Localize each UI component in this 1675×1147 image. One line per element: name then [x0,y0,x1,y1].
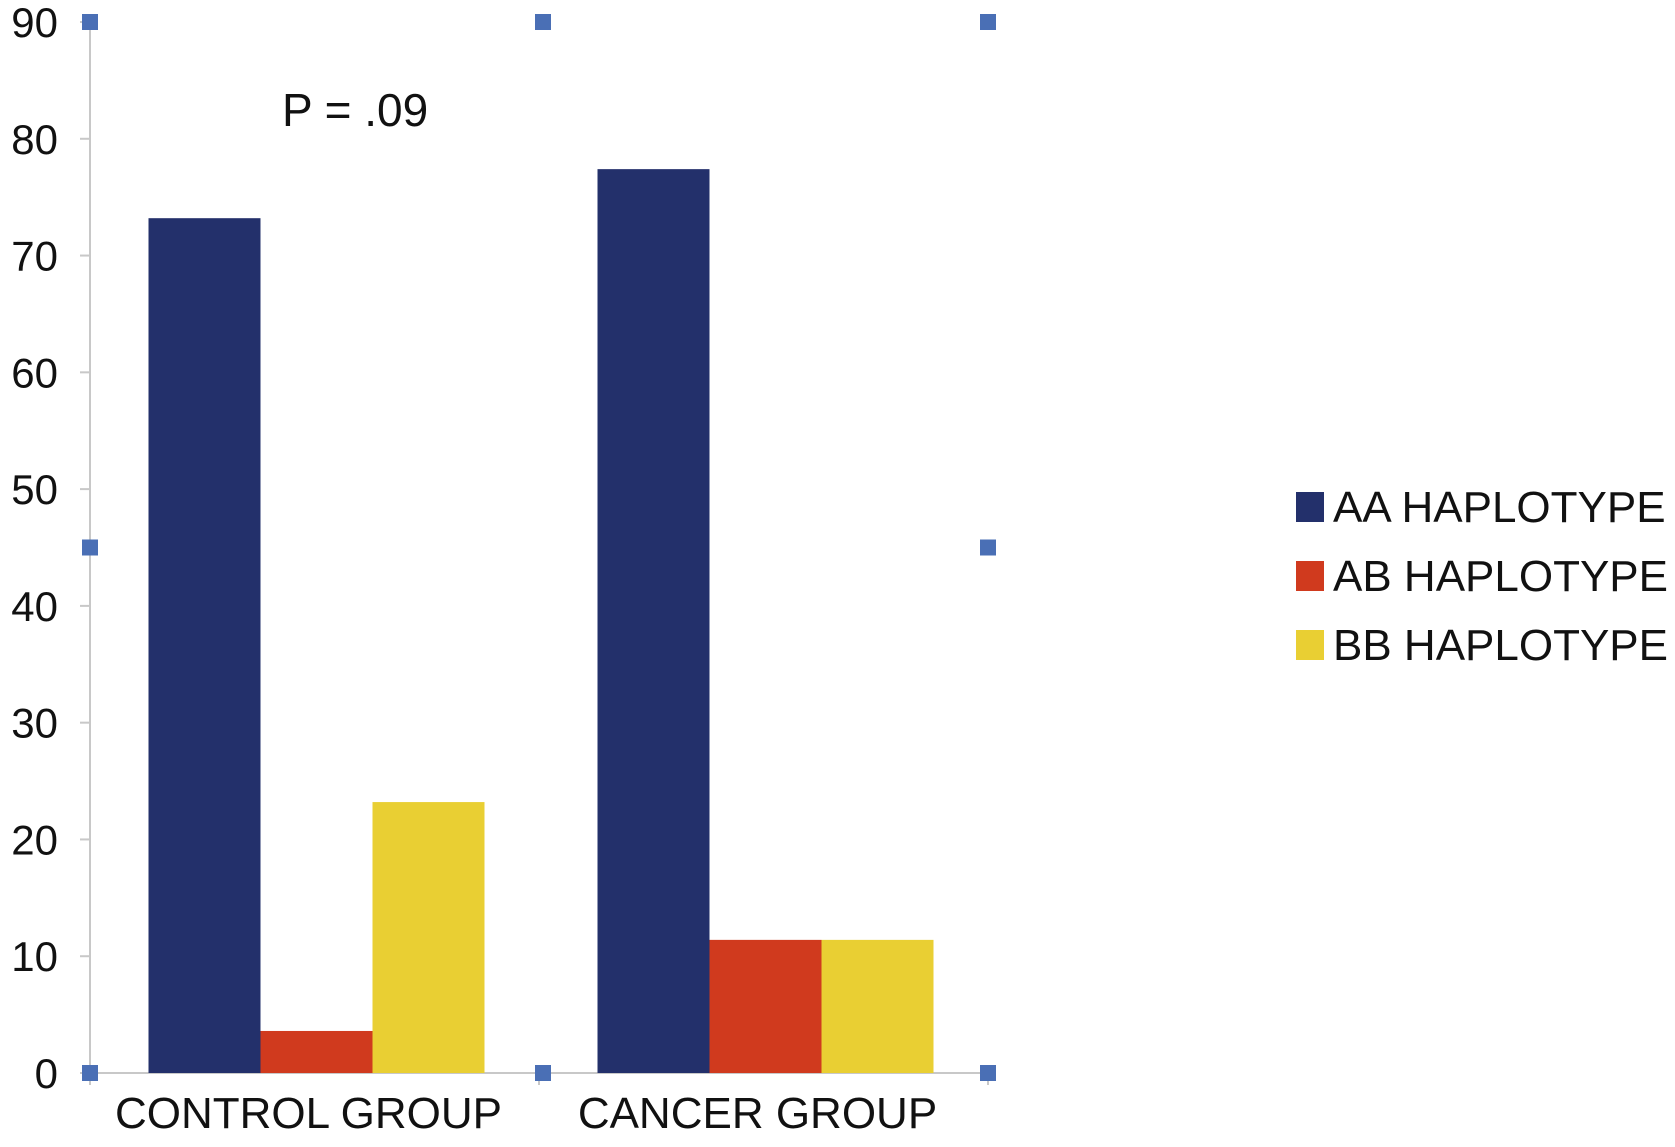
legend-label: AB HAPLOTYPE [1333,552,1668,601]
selection-handle [535,14,551,30]
selection-handle [82,14,98,30]
legend: AA HAPLOTYPE AB HAPLOTYPE BB HAPLOTYPE [1296,483,1668,670]
y-tick-label: 20 [11,816,58,863]
legend-swatch [1296,492,1324,522]
bar-cancer-group-aa [597,169,710,1073]
selection-handle [980,14,996,30]
selection-handle [535,1065,551,1081]
y-ticks: 0 10 20 30 40 50 60 70 80 90 [11,0,90,1097]
selection-handle [980,539,996,556]
y-tick-label: 70 [11,233,58,280]
y-tick-label: 50 [11,466,58,513]
x-ticks: CONTROL GROUP CANCER GROUP [89,1073,989,1138]
bar-cancer-group-ab [709,939,822,1073]
selection-handle [82,1065,98,1081]
y-tick-label: 0 [35,1050,58,1097]
selection-handle [82,539,98,556]
y-tick-label: 80 [11,116,58,163]
y-tick-label: 90 [11,0,58,46]
selection-handle [980,1065,996,1081]
bar-control-group-ab [260,1030,373,1073]
y-tick-label: 40 [11,583,58,630]
y-tick-label: 10 [11,933,58,980]
y-tick-label: 30 [11,700,58,747]
x-tick-label: CONTROL GROUP [115,1089,502,1138]
legend-label: AA HAPLOTYPE [1333,483,1666,532]
x-tick-label: CANCER GROUP [578,1089,937,1138]
y-tick-label: 60 [11,349,58,396]
legend-label: BB HAPLOTYPE [1333,621,1668,670]
bar-control-group-aa [148,218,261,1074]
selection-handles [82,14,996,1081]
bars [148,169,934,1074]
bar-control-group-bb [372,802,485,1073]
legend-swatch [1296,561,1324,591]
legend-swatch [1296,630,1324,660]
p-value-annotation: P = .09 [282,84,428,136]
bar-cancer-group-bb [821,939,934,1073]
